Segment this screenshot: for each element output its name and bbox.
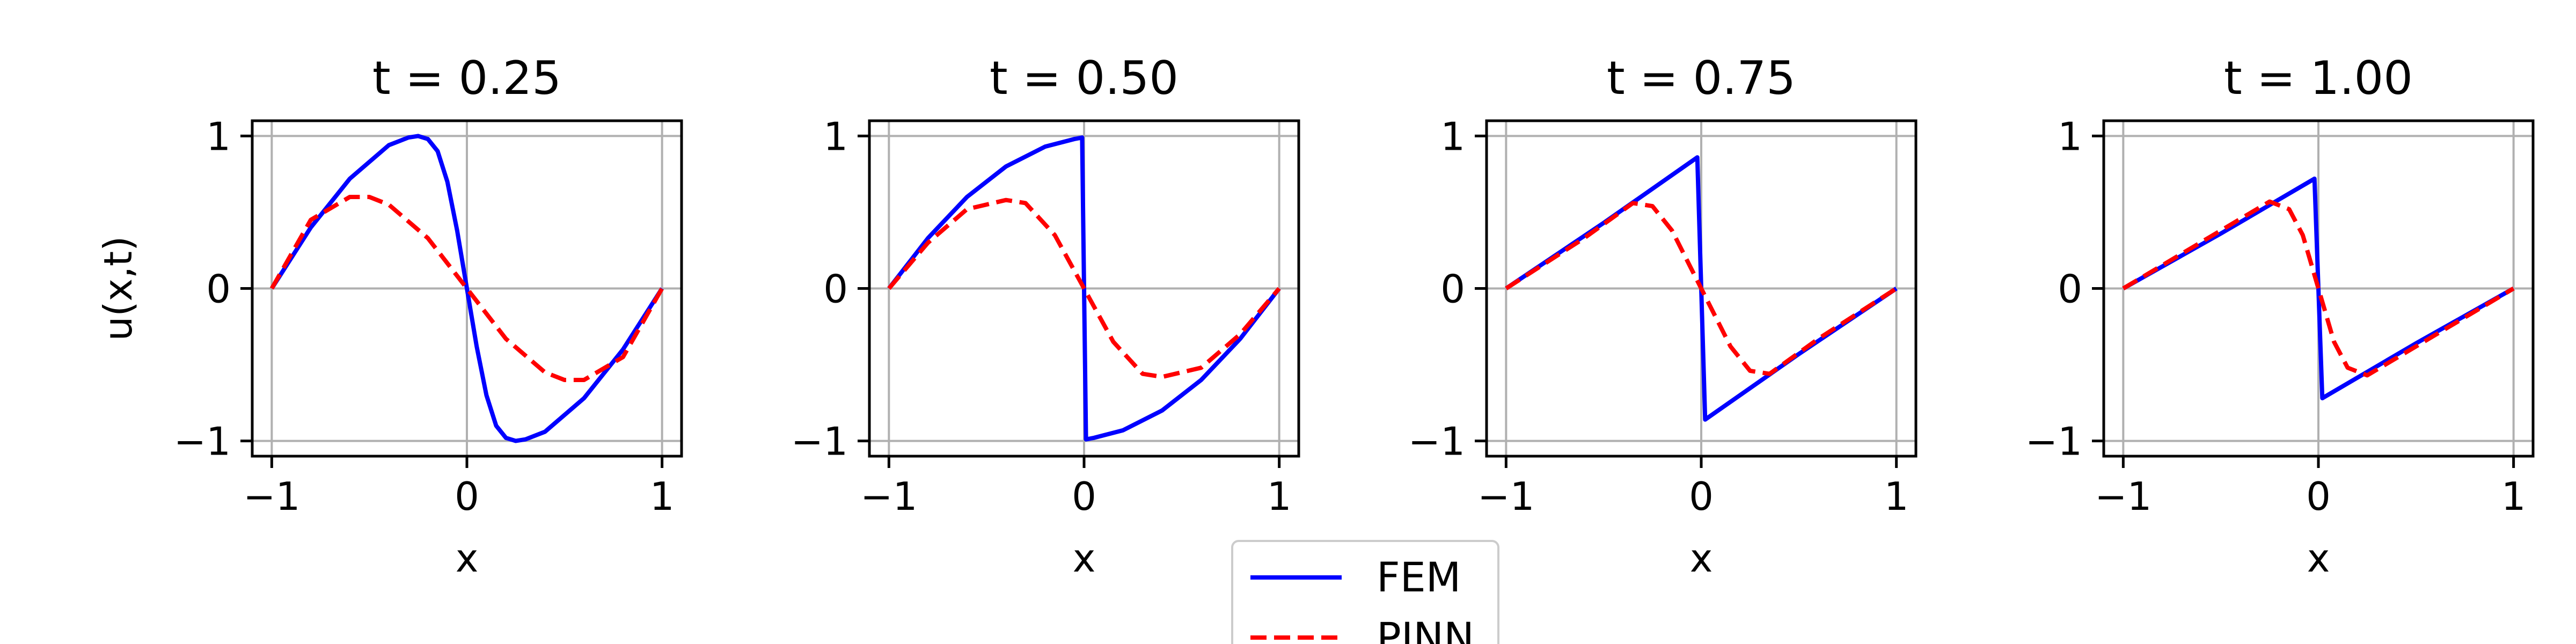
x-tick-label: 0 bbox=[1689, 474, 1714, 519]
series-pinn-line bbox=[887, 197, 1281, 379]
series-pinn-line bbox=[269, 195, 664, 382]
subplot-title: t = 0.75 bbox=[1607, 52, 1796, 105]
x-tick-label: 1 bbox=[2501, 474, 2526, 519]
legend: FEM PINN bbox=[1231, 540, 1499, 644]
y-tick-label: 1 bbox=[1440, 114, 1465, 159]
y-tick-label: 0 bbox=[206, 267, 231, 312]
y-tick-label: −1 bbox=[1408, 419, 1465, 464]
subplot-1: −1 0 1 −1 0 1 t = 0.25 x u(x,t) bbox=[96, 52, 683, 581]
x-tick-label: 1 bbox=[1884, 474, 1909, 519]
legend-frame bbox=[1231, 540, 1499, 644]
y-tick-label: 1 bbox=[2058, 114, 2082, 159]
y-tick-label: −1 bbox=[791, 419, 848, 464]
legend-label-fem: FEM bbox=[1377, 553, 1461, 601]
y-tick-label: −1 bbox=[174, 419, 231, 464]
x-axis-label: x bbox=[456, 536, 479, 581]
y-tick-label: 0 bbox=[823, 267, 848, 312]
x-tick-label: −1 bbox=[860, 474, 917, 519]
series-pinn-line bbox=[1505, 201, 1898, 376]
subplot-3: −1 0 1 −1 0 1 t = 0.75 x bbox=[1408, 52, 1918, 581]
series-fem-line bbox=[270, 134, 664, 443]
x-axis-label: x bbox=[2307, 536, 2330, 581]
x-tick-label: 1 bbox=[650, 474, 675, 519]
x-axis-label: x bbox=[1073, 536, 1096, 581]
y-tick-label: 0 bbox=[1440, 267, 1465, 312]
subplots: −1 0 1 −1 0 1 t = 0.25 x u(x,t) −1 0 1 −1 0 1 t = 0.50 x… bbox=[96, 52, 2535, 581]
subplot-title: t = 0.50 bbox=[990, 52, 1179, 105]
x-tick-label: 0 bbox=[1072, 474, 1096, 519]
x-tick-label: 0 bbox=[2306, 474, 2331, 519]
subplot-4: −1 0 1 −1 0 1 t = 1.00 x bbox=[2025, 52, 2535, 581]
x-tick-label: 1 bbox=[1267, 474, 1292, 519]
x-tick-label: −1 bbox=[1477, 474, 1534, 519]
subplot-title: t = 0.25 bbox=[372, 52, 561, 105]
series-pinn-line bbox=[2122, 199, 2515, 378]
y-tick-label: −1 bbox=[2025, 419, 2082, 464]
x-tick-label: −1 bbox=[2095, 474, 2151, 519]
y-tick-label: 1 bbox=[206, 114, 231, 159]
x-axis-label: x bbox=[1690, 536, 1713, 581]
x-tick-label: 0 bbox=[455, 474, 479, 519]
subplot-title: t = 1.00 bbox=[2224, 52, 2413, 105]
legend-label-pinn: PINN bbox=[1377, 613, 1474, 644]
series-fem-line bbox=[2122, 177, 2515, 400]
y-axis-label: u(x,t) bbox=[96, 236, 141, 341]
y-tick-label: 0 bbox=[2058, 267, 2082, 312]
x-tick-label: −1 bbox=[243, 474, 300, 519]
subplot-2: −1 0 1 −1 0 1 t = 0.50 x bbox=[791, 52, 1300, 581]
y-tick-label: 1 bbox=[823, 114, 848, 159]
